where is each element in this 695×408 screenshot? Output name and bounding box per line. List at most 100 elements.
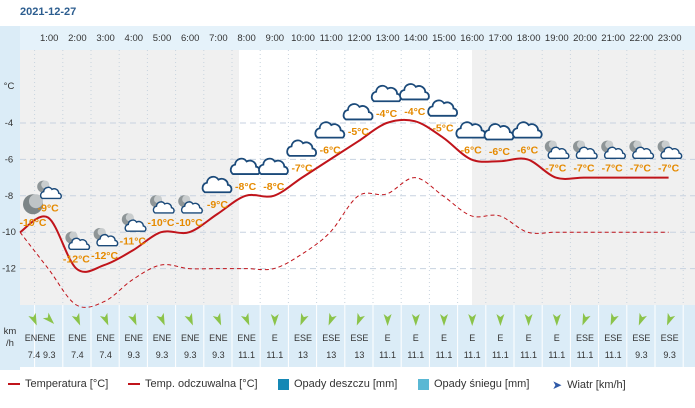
- night-cloudy-icon: [93, 227, 119, 247]
- temp-label: -9°C: [207, 199, 229, 211]
- temperature-labels: -10°C-9°C-12°C -12°C-11°C-10°C -10°C-9°C-8…: [20, 106, 680, 265]
- wind-arrow-shape: [582, 312, 591, 326]
- cloudy-icon: [455, 121, 487, 139]
- wind-arrow-icon: [440, 314, 448, 326]
- night-partly-cloudy-icon: [150, 195, 175, 214]
- wind-arrow-icon: [212, 312, 222, 326]
- wind-arrow-icon: [270, 314, 279, 326]
- weather-icons: [23, 83, 683, 251]
- wind-speed: 7.4: [99, 350, 112, 360]
- wind-arrow-icon: [71, 312, 81, 326]
- wind-arrow-icon: [42, 312, 55, 324]
- cloud-shape: [603, 146, 626, 160]
- wind-arrow-icon: [552, 314, 561, 326]
- wind-speed: 13: [326, 350, 336, 360]
- wind-row: km/h ENE7.4NE9.3ENE7.4ENE7.4ENE9.3ENE9.3E…: [4, 312, 679, 360]
- moon-highlight: [41, 180, 50, 189]
- hour-label: 21:00: [601, 33, 625, 44]
- hour-label: 22:00: [630, 33, 654, 44]
- wind-speed: 11.1: [436, 350, 453, 360]
- hour-label: 9:00: [266, 33, 285, 44]
- temp-label: -4°C: [404, 106, 426, 118]
- wind-speed: 11.1: [464, 350, 481, 360]
- wind-arrow-icon: [411, 314, 420, 326]
- temp-label: -4°C: [376, 108, 398, 120]
- wind-direction: ESE: [294, 333, 312, 343]
- wind-speed: 11.1: [407, 350, 424, 360]
- wind-unit-label: /h: [6, 338, 14, 349]
- wind-speed: 11.1: [548, 350, 565, 360]
- wind-direction: ENE: [125, 333, 144, 343]
- temperature-lines: [19, 118, 669, 308]
- hour-label: 5:00: [153, 33, 172, 44]
- cloud-shape: [124, 219, 147, 232]
- wind-speed: 11.1: [492, 350, 509, 360]
- moon-highlight: [661, 140, 670, 149]
- wind-speed: 9.3: [184, 350, 197, 360]
- wind-speed: 11.1: [605, 350, 622, 360]
- y-tick-label: -6: [5, 154, 13, 165]
- wind-arrow-shape: [524, 314, 533, 326]
- temp-label: -6°C: [489, 146, 511, 158]
- cloud-shape: [201, 175, 233, 194]
- wind-arrow-icon: [328, 312, 337, 326]
- cloudy-icon: [201, 175, 233, 194]
- y-tick-label: -12: [2, 264, 16, 275]
- wind-speed: 7.4: [28, 350, 41, 360]
- hour-axis: 1:00 2:00 3:00 4:00 5:00 6:00 7:00 8:00 9:00 10:0…: [40, 33, 682, 44]
- y-tick-label: -10: [2, 227, 16, 238]
- wind-unit-label: km: [4, 326, 17, 337]
- wind-direction: ESE: [661, 333, 679, 343]
- wind-speed: 7.4: [71, 350, 84, 360]
- temp-label: -6°C: [517, 144, 539, 156]
- temp-label: -12°C: [63, 254, 90, 266]
- legend-wind[interactable]: ➤ Wiatr [km/h]: [552, 378, 626, 392]
- hour-label: 10:00: [291, 33, 315, 44]
- hour-label: 2:00: [68, 33, 87, 44]
- wind-arrow-shape: [156, 312, 165, 326]
- wind-arrow-icon: [128, 312, 137, 326]
- legend-feels-swatch: [128, 383, 140, 385]
- wind-speed: 9.3: [635, 350, 648, 360]
- wind-arrow-icon: [356, 312, 365, 326]
- temp-label: -12°C: [91, 250, 118, 262]
- wind-direction: ENE: [96, 333, 115, 343]
- wind-speed: 11.1: [577, 350, 594, 360]
- moon-highlight: [633, 140, 642, 149]
- moon-highlight: [548, 140, 557, 149]
- night-partly-cloudy-icon: [657, 140, 683, 160]
- legend-snow-label: Opady śniegu [mm]: [434, 378, 530, 390]
- wind-arrow-shape: [638, 312, 647, 326]
- wind-direction: ENE: [153, 333, 172, 343]
- wind-direction: ESE: [632, 333, 650, 343]
- legend-temp[interactable]: Temperatura [°C]: [8, 378, 108, 390]
- legend-temp-label: Temperatura [°C]: [25, 378, 109, 390]
- wind-arrow-icon: [184, 312, 193, 326]
- legend-snow-swatch: [418, 378, 429, 390]
- hour-label: 4:00: [125, 33, 144, 44]
- wind-direction: ESE: [322, 333, 340, 343]
- legend-feels[interactable]: Temp. odczuwalna [°C]: [128, 378, 258, 390]
- hour-label: 1:00: [40, 33, 59, 44]
- legend: Temperatura [°C] Temp. odczuwalna [°C] O…: [0, 370, 695, 398]
- temp-label: -7°C: [658, 163, 680, 175]
- cloudy-icon: [399, 83, 430, 101]
- hour-label: 23:00: [658, 33, 682, 44]
- cloudy-icon: [511, 121, 543, 139]
- temp-label: -8°C: [235, 181, 257, 193]
- wind-arrow-shape: [184, 312, 193, 326]
- wind-direction: ESE: [604, 333, 622, 343]
- temp-label: -10°C: [148, 217, 175, 229]
- cloud-shape: [180, 201, 203, 214]
- cloud-shape: [511, 121, 543, 139]
- night-shade-left: [20, 50, 239, 305]
- night-partly-cloudy-icon: [629, 140, 655, 160]
- wind-direction: E: [554, 333, 560, 343]
- wind-arrow-shape: [212, 312, 222, 326]
- wind-arrow-shape: [128, 312, 137, 326]
- legend-rain-swatch: [278, 378, 289, 390]
- legend-rain[interactable]: Opady deszczu [mm]: [278, 378, 397, 390]
- legend-snow[interactable]: Opady śniegu [mm]: [418, 378, 529, 390]
- night-partly-cloudy-icon: [544, 140, 570, 160]
- hour-label: 12:00: [348, 33, 372, 44]
